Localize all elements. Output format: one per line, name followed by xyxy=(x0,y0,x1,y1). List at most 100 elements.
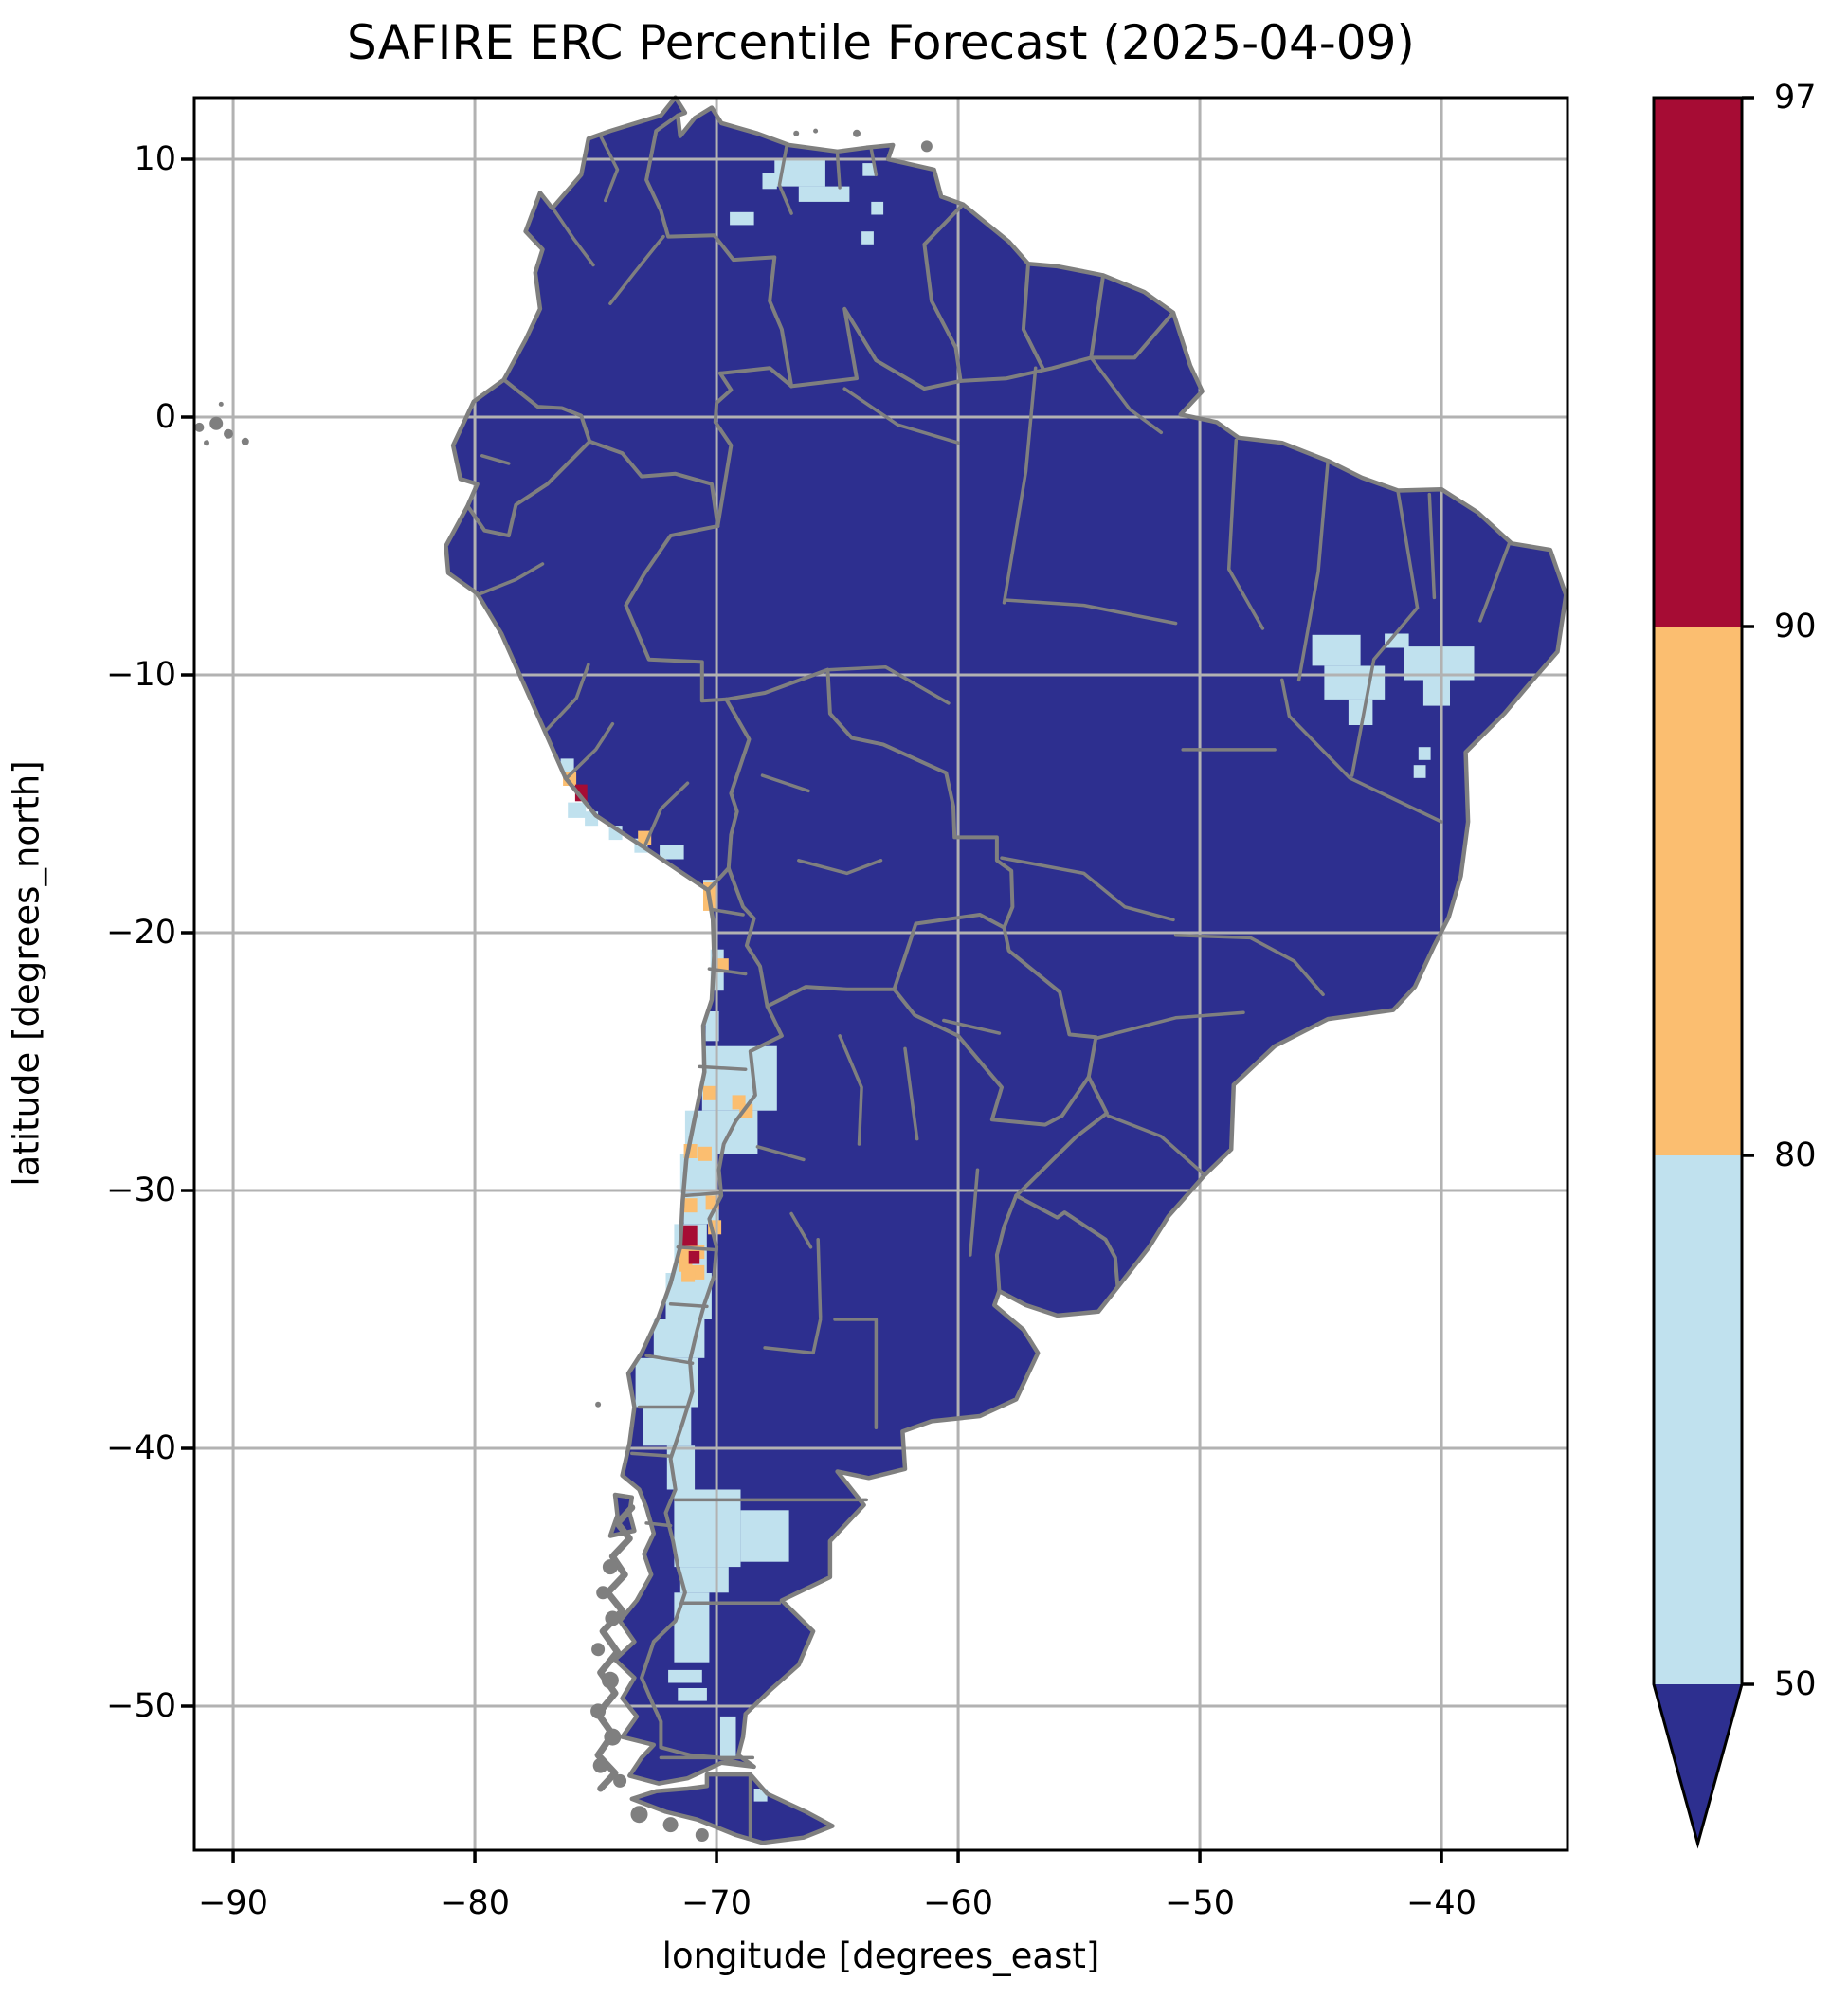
x-axis-label: longitude [degrees_east] xyxy=(661,1935,1100,1976)
admin1-border xyxy=(869,147,879,177)
admin1-border xyxy=(1089,355,1164,435)
coastline xyxy=(444,95,1568,1786)
country-border xyxy=(789,306,1175,391)
country-border xyxy=(1014,1193,1120,1289)
x-tick-label: −60 xyxy=(923,1884,993,1922)
raster-cell-80-90 xyxy=(703,1085,716,1100)
island-speck xyxy=(793,130,800,136)
island-speck xyxy=(695,1828,709,1842)
country-border xyxy=(713,366,794,529)
admin1-border xyxy=(1478,541,1512,623)
x-tick-label: −70 xyxy=(681,1884,752,1922)
island-speck xyxy=(592,1757,608,1773)
colorbar-tick-label: 50 xyxy=(1774,1665,1817,1703)
admin1-border xyxy=(797,859,883,876)
island-speck xyxy=(204,440,209,446)
admin1-border xyxy=(828,665,951,705)
raster-cell-90-97 xyxy=(681,1225,698,1246)
admin1-border xyxy=(543,663,590,734)
raster-cell-50-80 xyxy=(668,1669,702,1683)
admin1-border xyxy=(1106,1114,1206,1177)
raster-cell-50-80 xyxy=(1312,634,1361,666)
raster-cell-50-80 xyxy=(762,173,777,190)
x-tick-label: −90 xyxy=(198,1884,268,1922)
raster-cell-50-80 xyxy=(1348,699,1373,725)
admin1-border xyxy=(644,1521,673,1528)
country-border xyxy=(465,439,592,538)
island-speck xyxy=(853,129,861,137)
admin1-border xyxy=(763,1318,823,1355)
country-border xyxy=(706,866,731,893)
admin1-border xyxy=(1094,1010,1245,1041)
fjord-coastline xyxy=(594,1504,636,1792)
admin1-border xyxy=(598,134,620,203)
admin1-border xyxy=(480,454,511,465)
raster-cell-50-80 xyxy=(730,211,754,226)
tierra-del-fuego-island xyxy=(631,1774,833,1844)
island-speck xyxy=(194,422,205,432)
island-speck xyxy=(596,1586,610,1600)
admin1-border xyxy=(833,1318,879,1429)
country-border xyxy=(501,377,592,444)
admin1-border xyxy=(1005,598,1178,626)
country-border xyxy=(994,1193,1019,1294)
colorbar-segment-80-90 xyxy=(1654,627,1742,1155)
admin1-border xyxy=(1427,492,1437,600)
admin1-border xyxy=(1226,438,1265,630)
island-speck xyxy=(662,1817,679,1833)
island-speck xyxy=(595,1401,602,1408)
country-border xyxy=(1089,273,1106,360)
country-border xyxy=(624,524,729,703)
admin1-border xyxy=(969,1168,980,1257)
country-border xyxy=(1002,925,1098,1080)
island-speck xyxy=(630,1806,648,1824)
island-speck xyxy=(605,1610,621,1626)
country-border xyxy=(1021,262,1045,371)
coastline-chiloe xyxy=(607,1492,637,1538)
admin1-border xyxy=(642,781,690,849)
raster-cell-80-90 xyxy=(681,1267,696,1282)
raster-cell-80-90 xyxy=(698,1146,712,1161)
admin1-border xyxy=(789,1211,813,1249)
admin1-border xyxy=(1296,459,1330,682)
raster-cell-50-80 xyxy=(635,1357,698,1408)
admin1-border xyxy=(683,1190,721,1198)
admin1-border xyxy=(707,967,748,976)
country-border xyxy=(922,202,966,383)
admin1-border xyxy=(1002,366,1038,605)
y-axis-label: latitude [degrees_north] xyxy=(6,760,47,1187)
y-tick-label: −30 xyxy=(106,1172,176,1209)
x-tick-label: −50 xyxy=(1165,1884,1235,1922)
raster-cell-50-80 xyxy=(674,1489,741,1568)
admin1-border xyxy=(816,1237,823,1319)
raster-cell-50-80 xyxy=(798,186,850,202)
colorbar-extend-arrow xyxy=(1654,1684,1742,1844)
y-tick-label: −10 xyxy=(106,656,176,694)
colorbar-segment-50-80 xyxy=(1654,1155,1742,1684)
admin1-border xyxy=(835,152,842,190)
coastline-tierra-del-fuego xyxy=(629,1772,835,1845)
admin1-border xyxy=(553,209,595,267)
country-border xyxy=(640,1004,784,1769)
raster-cell-50-80 xyxy=(1324,665,1386,700)
admin1-border xyxy=(760,773,810,793)
country-border xyxy=(892,987,1091,1127)
raster-cell-50-80 xyxy=(660,845,684,860)
admin1-border xyxy=(777,144,793,215)
island-speck xyxy=(601,1671,619,1689)
admin1-border xyxy=(942,1018,1002,1035)
y-tick-label: −50 xyxy=(106,1687,176,1725)
y-tick-label: 10 xyxy=(134,140,176,178)
admin1-border xyxy=(676,1245,718,1252)
colorbar-tick-label: 80 xyxy=(1774,1136,1817,1174)
plot-spines xyxy=(192,96,1569,1852)
country-border xyxy=(588,439,720,529)
island-speck xyxy=(602,1559,618,1575)
raster-cell-90-97 xyxy=(688,1250,700,1264)
y-tick-label: 0 xyxy=(154,398,176,436)
island-speck xyxy=(591,1643,606,1657)
colorbar-tick-label: 90 xyxy=(1774,608,1817,645)
island-speck xyxy=(604,1728,622,1746)
colorbar-segment-90-97 xyxy=(1654,98,1742,627)
